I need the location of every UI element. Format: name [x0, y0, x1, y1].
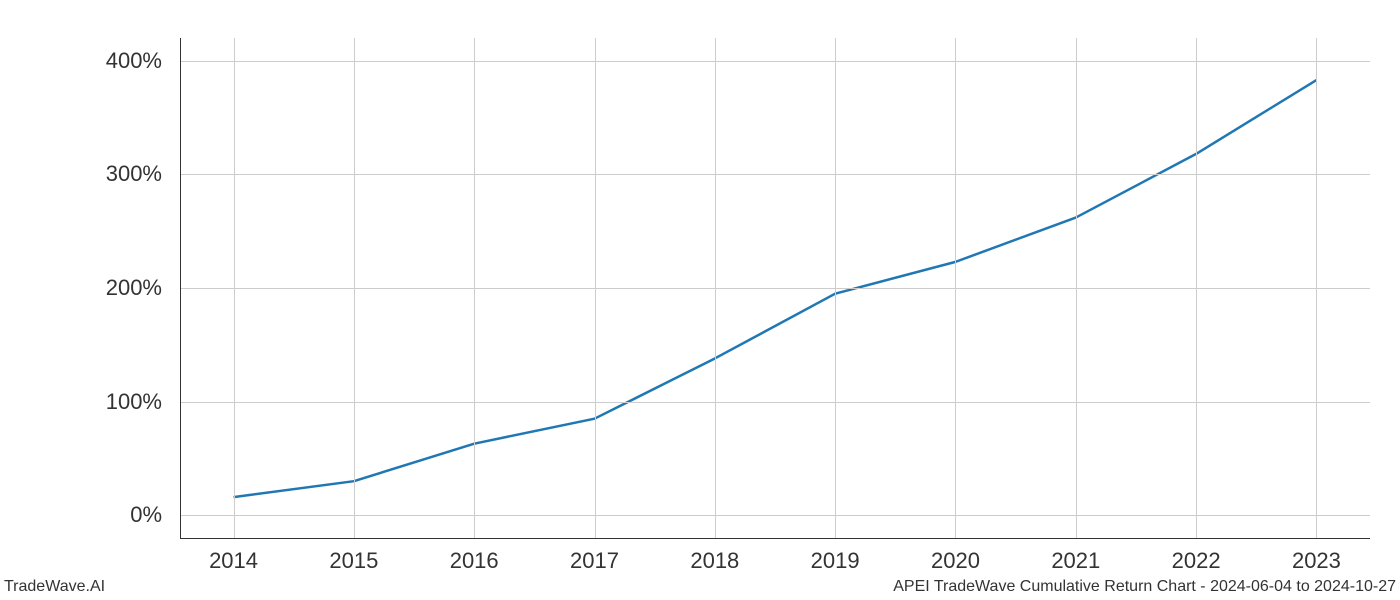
- grid-line-vertical: [835, 38, 836, 538]
- grid-line-vertical: [955, 38, 956, 538]
- chart-container: TradeWave.AI APEI TradeWave Cumulative R…: [0, 0, 1400, 600]
- x-tick-label: 2017: [570, 548, 619, 574]
- grid-line-vertical: [595, 38, 596, 538]
- grid-line-horizontal: [180, 288, 1370, 289]
- x-tick-label: 2020: [931, 548, 980, 574]
- x-tick-label: 2014: [209, 548, 258, 574]
- x-tick-label: 2021: [1051, 548, 1100, 574]
- grid-line-vertical: [354, 38, 355, 538]
- x-axis-line: [180, 538, 1370, 539]
- grid-line-vertical: [1196, 38, 1197, 538]
- caption-right: APEI TradeWave Cumulative Return Chart -…: [893, 578, 1396, 596]
- grid-line-horizontal: [180, 515, 1370, 516]
- grid-line-horizontal: [180, 174, 1370, 175]
- y-tick-label: 0%: [0, 502, 162, 528]
- x-tick-label: 2022: [1172, 548, 1221, 574]
- y-axis-line: [180, 38, 181, 538]
- y-tick-label: 100%: [0, 389, 162, 415]
- x-tick-label: 2023: [1292, 548, 1341, 574]
- grid-line-vertical: [1316, 38, 1317, 538]
- x-tick-label: 2018: [690, 548, 739, 574]
- grid-line-vertical: [1076, 38, 1077, 538]
- y-tick-label: 200%: [0, 275, 162, 301]
- grid-line-vertical: [474, 38, 475, 538]
- grid-line-horizontal: [180, 61, 1370, 62]
- y-tick-label: 400%: [0, 48, 162, 74]
- plot-area: [180, 38, 1370, 538]
- grid-line-vertical: [234, 38, 235, 538]
- x-tick-label: 2019: [811, 548, 860, 574]
- x-tick-label: 2016: [450, 548, 499, 574]
- grid-line-horizontal: [180, 402, 1370, 403]
- x-tick-label: 2015: [329, 548, 378, 574]
- grid-line-vertical: [715, 38, 716, 538]
- y-tick-label: 300%: [0, 161, 162, 187]
- watermark-left: TradeWave.AI: [4, 578, 105, 596]
